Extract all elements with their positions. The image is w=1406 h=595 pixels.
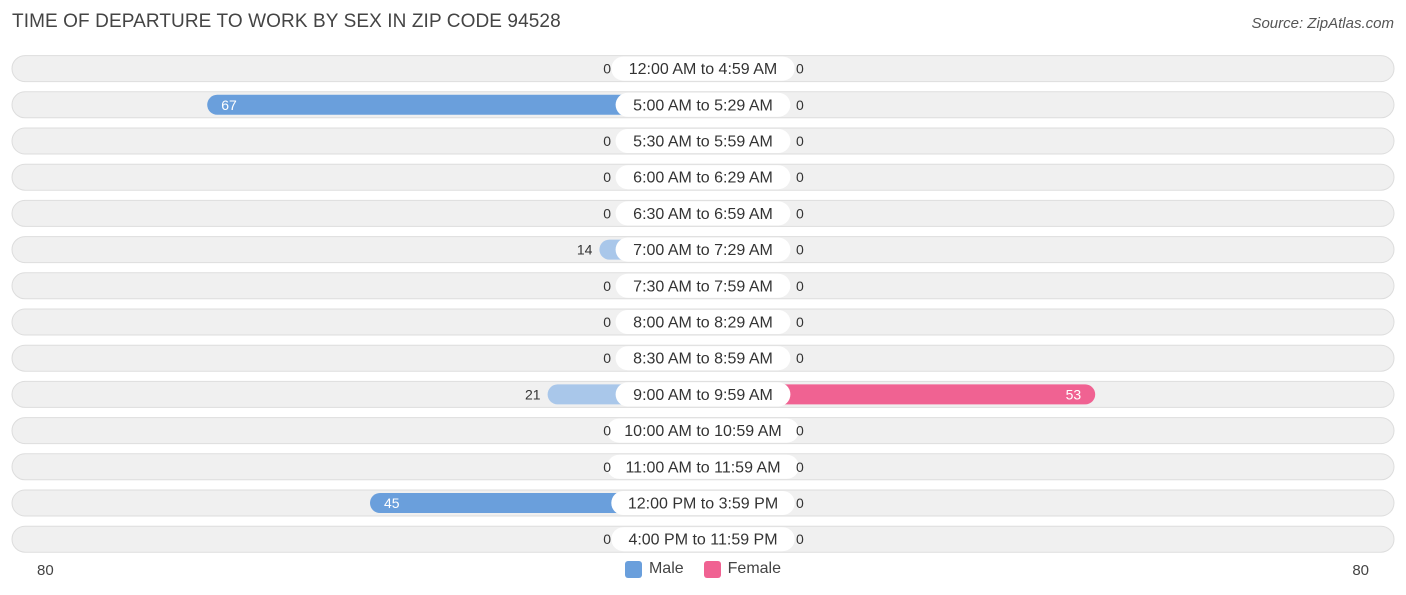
value-label-male: 45: [384, 495, 400, 511]
value-label-female: 0: [796, 495, 804, 511]
bar-female: [693, 384, 1096, 405]
value-label-male: 0: [603, 423, 611, 439]
category-label: 8:00 AM to 8:29 AM: [633, 315, 773, 332]
chart-row: 10:00 AM to 10:59 AM 0 0: [11, 417, 1395, 445]
value-label-female: 0: [796, 350, 804, 366]
chart-row: 5:00 AM to 5:29 AM 67 0: [11, 91, 1395, 119]
value-label-male: 0: [603, 205, 611, 221]
category-label-pill: [615, 346, 791, 371]
chart-row: 4:00 PM to 11:59 PM 0 0: [11, 525, 1395, 553]
chart-title: TIME OF DEPARTURE TO WORK BY SEX IN ZIP …: [12, 11, 561, 32]
value-label-female: 0: [796, 205, 804, 221]
category-label-pill: [615, 201, 791, 226]
category-label: 5:30 AM to 5:59 AM: [633, 134, 773, 151]
chart-row: 6:00 AM to 6:29 AM 0 0: [11, 163, 1395, 191]
chart-row: 8:00 AM to 8:29 AM 0 0: [11, 308, 1395, 336]
category-label-pill: [615, 237, 791, 262]
value-label-female: 0: [796, 133, 804, 149]
chart-row: 12:00 AM to 4:59 AM 0 0: [11, 55, 1395, 83]
axis-left-label: 80: [37, 562, 54, 579]
bar-male: [207, 94, 713, 115]
category-label: 11:00 AM to 11:59 AM: [625, 459, 780, 476]
category-label-pill: [607, 418, 799, 443]
value-label-male: 0: [603, 531, 611, 547]
chart-row: 5:30 AM to 5:59 AM 0 0: [11, 127, 1395, 155]
value-label-male: 21: [525, 386, 541, 402]
axis-right-label: 80: [1352, 562, 1369, 579]
category-label: 7:00 AM to 7:29 AM: [633, 242, 773, 259]
value-label-female: 0: [796, 242, 804, 258]
chart-row: 6:30 AM to 6:59 AM 0 0: [11, 199, 1395, 227]
value-label-male: 0: [603, 314, 611, 330]
value-label-male: 0: [603, 133, 611, 149]
category-label-pill: [611, 527, 795, 552]
value-label-male: 67: [221, 97, 237, 113]
value-label-female: 53: [1066, 386, 1082, 402]
category-label: 12:00 PM to 3:59 PM: [628, 496, 778, 513]
category-label: 12:00 AM to 4:59 AM: [629, 61, 778, 78]
value-label-male: 0: [603, 350, 611, 366]
chart-row: 7:00 AM to 7:29 AM 14 0: [11, 236, 1395, 264]
legend: Male Female: [0, 560, 1406, 578]
legend-label-male: Male: [648, 560, 684, 577]
category-label-pill: [615, 165, 791, 190]
value-label-female: 0: [796, 314, 804, 330]
category-label-pill: [615, 382, 791, 407]
chart-row: 11:00 AM to 11:59 AM 0 0: [11, 453, 1395, 481]
category-label: 8:30 AM to 8:59 AM: [633, 351, 773, 368]
chart-row: 9:00 AM to 9:59 AM 21 53: [11, 380, 1395, 408]
category-label: 6:30 AM to 6:59 AM: [633, 206, 773, 223]
chart-row: 8:30 AM to 8:59 AM 0 0: [11, 344, 1395, 372]
value-label-male: 0: [603, 278, 611, 294]
category-label: 7:30 AM to 7:59 AM: [633, 278, 773, 295]
category-label-pill: [607, 454, 799, 479]
category-label-pill: [615, 129, 791, 153]
value-label-male: 0: [603, 169, 611, 185]
category-label-pill: [615, 310, 791, 334]
chart-row: 7:30 AM to 7:59 AM 0 0: [11, 272, 1395, 300]
value-label-female: 0: [796, 61, 804, 77]
category-label: 6:00 AM to 6:29 AM: [633, 170, 773, 187]
value-label-female: 0: [796, 278, 804, 294]
value-label-male: 0: [603, 61, 611, 77]
value-label-male: 0: [603, 459, 611, 475]
category-label: 10:00 AM to 10:59 AM: [624, 423, 781, 440]
legend-item-male: Male: [624, 560, 684, 578]
value-label-female: 0: [796, 97, 804, 113]
source-label: Source: ZipAtlas.com: [1251, 15, 1394, 32]
category-label-pill: [611, 56, 795, 81]
value-label-male: 14: [577, 242, 593, 258]
value-label-female: 0: [796, 169, 804, 185]
category-label-pill: [615, 92, 791, 117]
category-label: 4:00 PM to 11:59 PM: [628, 532, 777, 549]
value-label-female: 0: [796, 423, 804, 439]
legend-swatch-male: [624, 560, 642, 578]
category-label-pill: [611, 491, 795, 515]
category-label-pill: [615, 273, 791, 298]
legend-swatch-female: [703, 560, 721, 578]
legend-label-female: Female: [727, 560, 782, 577]
legend-item-female: Female: [703, 560, 782, 578]
chart: 12:00 AM to 4:59 AM 0 0 5:00 AM to 5:29 AM 6…: [11, 55, 1395, 553]
value-label-female: 0: [796, 531, 804, 547]
category-label: 9:00 AM to 9:59 AM: [633, 387, 773, 404]
value-label-female: 0: [796, 459, 804, 475]
chart-row: 12:00 PM to 3:59 PM 45 0: [11, 489, 1395, 517]
category-label: 5:00 AM to 5:29 AM: [633, 97, 773, 114]
